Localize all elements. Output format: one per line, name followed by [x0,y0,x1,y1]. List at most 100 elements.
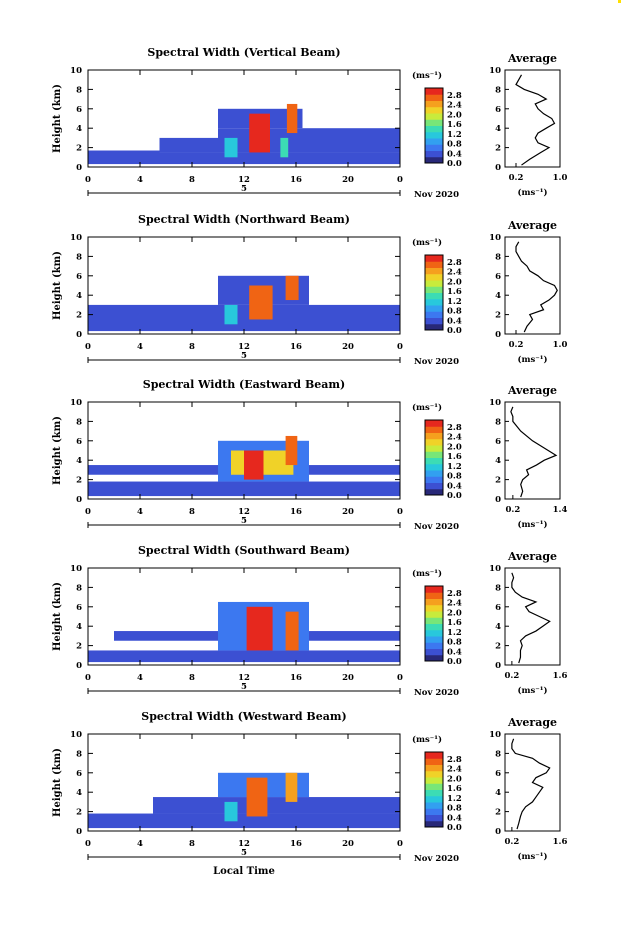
average-x-tick-label: 0.2 [504,671,519,681]
x-tick-label: 0 [85,507,91,517]
y-tick-label: 6 [76,603,82,613]
colorbar-tick-label: 0.8 [447,804,462,814]
average-y-tick-label: 8 [495,583,501,593]
colorbar-tick-label: 0.4 [447,647,462,657]
x-tick-label: 20 [342,507,354,517]
average-y-tick-label: 2 [495,311,501,321]
colorbar-tick-label: 1.2 [447,130,462,140]
heatmap-cell [88,150,160,165]
panel-3: Spectral Width (Eastward Beam)0 4 8 12 16 20 0… [52,378,567,532]
average-x-label: (ms⁻¹) [517,685,547,696]
colorbar-swatch [425,808,443,815]
colorbar-swatch [425,426,443,433]
colorbar-tick-label: 2.4 [447,268,462,278]
average-y-tick-label: 2 [495,476,501,486]
colorbar-tick-label: 1.6 [447,452,462,462]
average-x-tick-label: 1.6 [553,671,568,681]
panel-4: Spectral Width (Southward Beam)0 4 8 12 16 20… [52,544,567,698]
average-y-tick-label: 4 [495,456,501,466]
colorbar-swatch [425,451,443,458]
average-y-tick-label: 4 [495,788,501,798]
average-x-label: (ms⁻¹) [517,519,547,530]
colorbar-tick-label: 0.8 [447,638,462,648]
average-y-tick-label: 10 [489,730,501,740]
y-tick-label: 0 [76,495,82,505]
average-x-tick-label: 0.2 [509,340,524,350]
colorbar-tick-label: 1.2 [447,297,462,307]
y-tick-label: 8 [76,417,82,427]
y-tick-label: 2 [76,808,82,818]
x-tick-label: 0 [85,839,91,849]
average-y-tick-label: 8 [495,252,501,262]
heatmap-cell [285,435,298,466]
average-x-tick-label: 0.2 [504,837,519,847]
y-tick-label: 2 [76,144,82,154]
colorbar-tick-label: 2.4 [447,433,462,443]
average-title: Average [507,219,557,232]
x-tick-label: 12 [238,175,250,185]
average-y-tick-label: 2 [495,144,501,154]
colorbar-tick-label: 0.4 [447,149,462,159]
heatmap-cell [224,137,238,158]
average-frame [504,69,561,168]
colorbar-frame [424,87,444,164]
heatmap-cell [249,113,270,153]
average-title: Average [507,716,557,729]
x-tick-label: 0 [397,839,403,849]
y-tick-label: 10 [70,730,82,740]
panel-title: Spectral Width (Northward Beam) [138,213,350,226]
date-label: Nov 2020 [414,688,459,698]
x-tick-label: 16 [290,342,302,352]
date-day: 5 [241,184,247,194]
colorbar-swatch [425,654,443,662]
heatmap-cell [244,450,264,480]
colorbar-swatch [425,476,443,483]
x-tick-label: 16 [290,507,302,517]
average-y-tick-label: 6 [495,105,501,115]
x-tick-label: 0 [85,175,91,185]
colorbar-swatch [425,642,443,649]
y-tick-label: 0 [76,661,82,671]
colorbar-swatch [425,119,443,126]
y-tick-label: 2 [76,311,82,321]
colorbar-tick-label: 0.8 [447,140,462,150]
average-title: Average [507,384,557,397]
colorbar-tick-label: 2.4 [447,599,462,609]
average-y-tick-label: 8 [495,417,501,427]
colorbar-swatch [425,432,443,440]
x-tick-label: 0 [85,673,91,683]
date-label: Nov 2020 [414,190,459,200]
average-y-tick-label: 0 [495,661,501,671]
colorbar-swatch [425,125,443,133]
x-axis-label: Local Time [213,866,275,877]
heatmap-cell [285,275,299,301]
y-tick-label: 10 [70,233,82,243]
colorbar-frame [424,751,444,828]
date-day: 5 [241,351,247,361]
heatmap-cell [159,152,400,165]
x-tick-label: 20 [342,175,354,185]
average-y-tick-label: 4 [495,622,501,632]
colorbar-swatch [425,611,443,618]
colorbar-frame [424,585,444,662]
colorbar-tick-label: 2.4 [447,765,462,775]
heatmap-cell [224,801,238,822]
x-tick-label: 8 [189,507,195,517]
colorbar-swatch [425,292,443,300]
colorbar-unit: (ms⁻¹) [412,402,442,413]
y-tick-label: 0 [76,163,82,173]
colorbar-tick-label: 0.0 [447,657,462,667]
average-y-tick-label: 8 [495,85,501,95]
colorbar-swatch [425,88,443,95]
colorbar-tick-label: 1.2 [447,628,462,638]
y-tick-label: 6 [76,105,82,115]
heatmap-cell [88,813,400,829]
y-axis-label: Height (km) [52,251,63,320]
average-x-tick-label: 0.2 [505,505,520,515]
y-tick-label: 8 [76,583,82,593]
average-x-label: (ms⁻¹) [517,187,547,198]
colorbar-swatch [425,323,443,331]
colorbar-tick-label: 0.8 [447,307,462,317]
y-tick-label: 10 [70,398,82,408]
y-tick-label: 4 [76,622,82,632]
